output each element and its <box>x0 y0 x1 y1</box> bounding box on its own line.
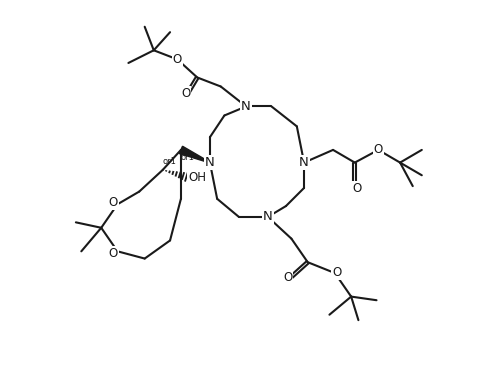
Text: OH: OH <box>188 170 206 184</box>
Text: or1: or1 <box>162 157 176 166</box>
Text: O: O <box>373 143 382 156</box>
Text: O: O <box>283 271 292 284</box>
Text: N: N <box>205 156 214 169</box>
Text: N: N <box>241 100 251 113</box>
Text: N: N <box>299 156 308 169</box>
Text: O: O <box>172 53 182 66</box>
Text: N: N <box>262 210 272 223</box>
Text: O: O <box>332 266 341 279</box>
Text: O: O <box>108 196 118 208</box>
Text: O: O <box>181 87 190 100</box>
Text: O: O <box>351 182 361 195</box>
Text: O: O <box>108 247 118 260</box>
Polygon shape <box>179 146 210 163</box>
Text: or1: or1 <box>180 153 194 162</box>
